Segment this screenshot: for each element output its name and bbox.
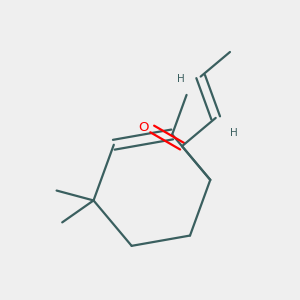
- Text: H: H: [230, 128, 238, 138]
- Text: O: O: [139, 121, 149, 134]
- Text: H: H: [177, 74, 185, 84]
